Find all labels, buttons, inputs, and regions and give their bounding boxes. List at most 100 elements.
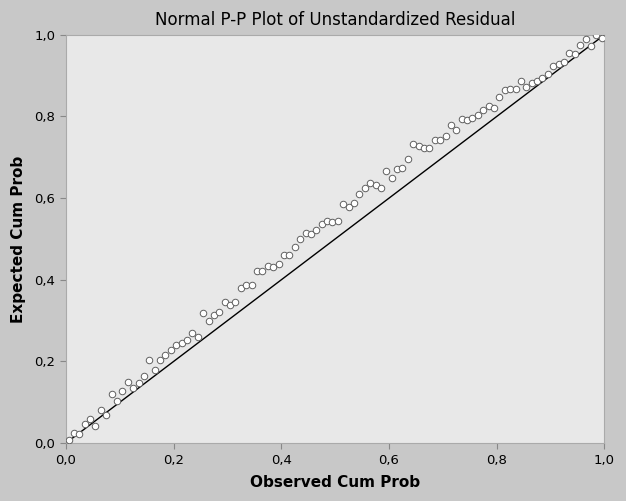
Point — [80, 420, 90, 428]
Point — [462, 116, 472, 124]
Point — [468, 114, 478, 122]
Point — [172, 341, 182, 349]
Point — [511, 85, 521, 93]
Point — [203, 317, 213, 325]
Point — [435, 136, 445, 144]
Point — [317, 220, 327, 228]
Point — [500, 86, 510, 94]
Point — [160, 351, 170, 359]
Point — [478, 106, 488, 114]
Point — [565, 49, 575, 57]
Point — [166, 346, 176, 354]
Point — [403, 154, 413, 162]
Point — [543, 70, 553, 78]
Point — [209, 311, 219, 319]
Point — [473, 111, 483, 119]
Point — [284, 251, 294, 259]
Point — [193, 333, 203, 341]
Point — [300, 229, 310, 237]
Point — [74, 430, 85, 438]
Point — [538, 74, 548, 82]
Point — [155, 356, 165, 364]
Point — [214, 308, 224, 316]
Point — [495, 93, 505, 101]
Point — [376, 183, 386, 191]
Point — [575, 41, 585, 49]
Point — [365, 179, 375, 187]
Point — [354, 190, 364, 198]
Point — [263, 262, 273, 270]
Point — [392, 165, 402, 173]
Point — [290, 242, 300, 250]
Point — [592, 31, 602, 39]
Point — [96, 406, 106, 414]
Point — [570, 50, 580, 58]
Point — [484, 103, 494, 111]
Point — [553, 60, 563, 68]
Point — [521, 83, 531, 91]
Point — [118, 387, 128, 395]
Point — [241, 281, 251, 289]
Point — [91, 422, 101, 430]
Point — [505, 85, 515, 93]
Point — [548, 62, 558, 70]
Point — [371, 181, 381, 189]
Point — [274, 260, 284, 268]
Point — [322, 216, 332, 224]
Point — [419, 144, 429, 152]
Point — [198, 309, 208, 317]
Title: Normal P-P Plot of Unstandardized Residual: Normal P-P Plot of Unstandardized Residu… — [155, 11, 515, 29]
Point — [139, 372, 149, 380]
Point — [597, 34, 607, 42]
Point — [441, 132, 451, 140]
Point — [580, 35, 590, 43]
Point — [338, 200, 348, 208]
Point — [457, 115, 467, 123]
Point — [327, 218, 337, 226]
Point — [360, 184, 370, 192]
Point — [247, 281, 257, 289]
Point — [429, 136, 439, 144]
Point — [446, 121, 456, 129]
Point — [133, 379, 143, 387]
Point — [150, 366, 160, 374]
Point — [182, 336, 192, 344]
Point — [230, 298, 240, 306]
Point — [526, 79, 536, 87]
Point — [145, 356, 155, 364]
Point — [128, 384, 138, 392]
Point — [451, 126, 461, 134]
Point — [101, 410, 111, 418]
Point — [257, 267, 267, 275]
Point — [559, 58, 569, 66]
Point — [381, 167, 391, 175]
Point — [112, 397, 122, 405]
Point — [489, 104, 499, 112]
Point — [311, 225, 321, 233]
Point — [516, 78, 526, 86]
Point — [279, 252, 289, 260]
Point — [295, 235, 305, 243]
Y-axis label: Expected Cum Prob: Expected Cum Prob — [11, 155, 26, 323]
Point — [268, 264, 278, 272]
X-axis label: Observed Cum Prob: Observed Cum Prob — [250, 475, 420, 490]
Point — [64, 435, 74, 443]
Point — [586, 42, 596, 50]
Point — [349, 199, 359, 207]
Point — [387, 174, 397, 182]
Point — [398, 164, 408, 172]
Point — [333, 217, 343, 225]
Point — [236, 284, 246, 292]
Point — [306, 230, 316, 238]
Point — [414, 142, 424, 150]
Point — [225, 301, 235, 309]
Point — [123, 378, 133, 386]
Point — [344, 202, 354, 210]
Point — [187, 329, 197, 337]
Point — [106, 390, 116, 398]
Point — [252, 267, 262, 275]
Point — [532, 77, 542, 85]
Point — [408, 139, 418, 147]
Point — [424, 144, 434, 152]
Point — [220, 298, 230, 306]
